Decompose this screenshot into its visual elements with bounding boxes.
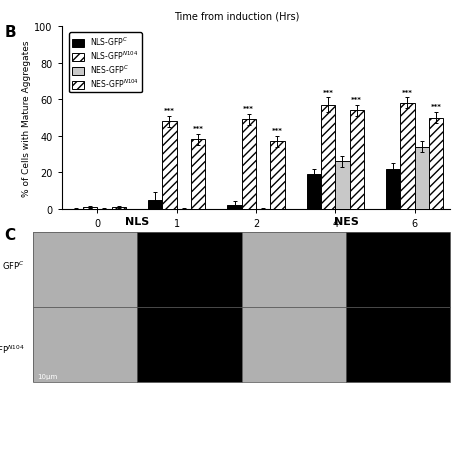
FancyBboxPatch shape: [33, 307, 137, 382]
Bar: [228, 206, 242, 209]
Bar: [148, 200, 163, 209]
Bar: [83, 207, 97, 209]
Text: ***: ***: [430, 104, 441, 110]
FancyBboxPatch shape: [346, 307, 450, 382]
Text: ***: ***: [402, 90, 413, 96]
Bar: [349, 111, 364, 209]
Bar: [386, 169, 401, 209]
Text: ***: ***: [272, 128, 283, 134]
Text: GFP$^{N104}$: GFP$^{N104}$: [0, 343, 25, 355]
Bar: [111, 207, 126, 209]
Bar: [163, 122, 177, 209]
Text: ***: ***: [192, 126, 203, 132]
FancyBboxPatch shape: [33, 232, 137, 307]
FancyBboxPatch shape: [242, 307, 346, 382]
Bar: [321, 106, 335, 209]
Text: ***: ***: [323, 90, 334, 96]
Text: C: C: [5, 228, 16, 243]
FancyBboxPatch shape: [137, 307, 242, 382]
Legend: NLS-GFP$^C$, NLS-GFP$^{N104}$, NES-GFP$^C$, NES-GFP$^{N104}$: NLS-GFP$^C$, NLS-GFP$^{N104}$, NES-GFP$^…: [69, 33, 142, 93]
FancyBboxPatch shape: [137, 232, 242, 307]
Text: GFP$^C$: GFP$^C$: [2, 259, 25, 271]
Text: NES: NES: [334, 216, 358, 226]
Bar: [307, 175, 321, 209]
Text: ***: ***: [243, 106, 254, 112]
Bar: [415, 147, 429, 209]
Text: NLS: NLS: [125, 216, 150, 226]
Text: ***: ***: [351, 97, 362, 103]
Bar: [242, 120, 256, 209]
FancyBboxPatch shape: [242, 232, 346, 307]
Text: Time from induction (Hrs): Time from induction (Hrs): [174, 11, 300, 21]
Bar: [335, 162, 349, 209]
Text: ***: ***: [164, 108, 175, 114]
Y-axis label: % of Cells with Mature Aggregates: % of Cells with Mature Aggregates: [22, 40, 31, 197]
X-axis label: Time from induction (Hrs): Time from induction (Hrs): [193, 231, 319, 241]
Bar: [429, 118, 443, 209]
Bar: [270, 142, 284, 209]
Text: B: B: [5, 25, 17, 40]
FancyBboxPatch shape: [346, 232, 450, 307]
Text: 10μm: 10μm: [37, 373, 58, 379]
Bar: [191, 140, 205, 209]
Bar: [401, 104, 415, 209]
